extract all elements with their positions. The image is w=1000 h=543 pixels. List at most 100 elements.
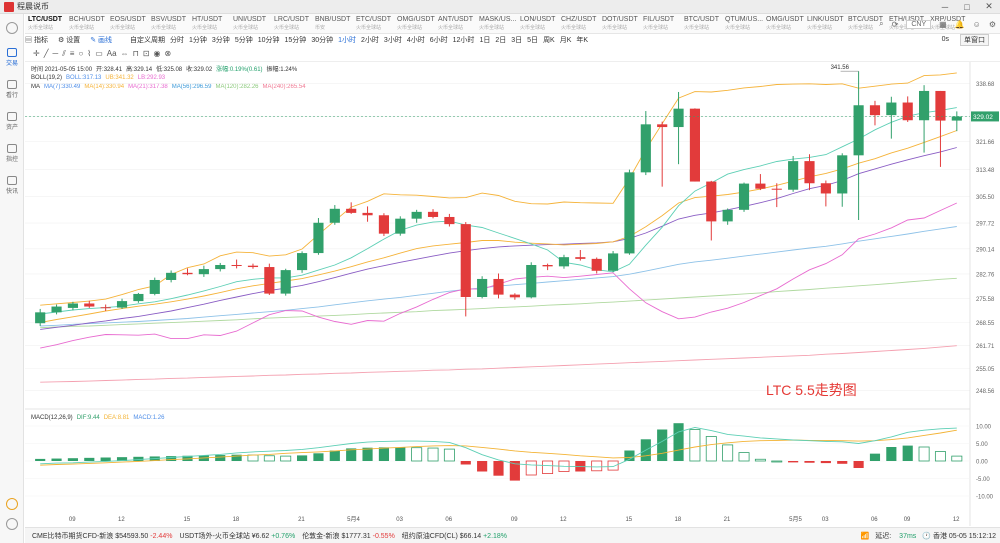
channel-icon[interactable]: ⫽ bbox=[62, 48, 66, 58]
measure-icon[interactable]: ⇔ bbox=[120, 49, 129, 58]
ma7-line bbox=[40, 107, 957, 315]
sidebar-item-news[interactable]: 快讯 bbox=[0, 176, 24, 195]
tab-12[interactable]: LON/USDT 火币全球站 bbox=[520, 16, 556, 31]
interval-10[interactable]: 4小时 bbox=[406, 36, 425, 44]
gear-icon[interactable]: ⚙ bbox=[988, 19, 996, 29]
candle-8 bbox=[166, 272, 177, 280]
sidebar-item-control[interactable]: 指控 bbox=[0, 144, 24, 163]
indicator-button[interactable]: ▤ 指标 bbox=[25, 36, 48, 44]
fib-icon[interactable]: ≡ bbox=[69, 49, 75, 58]
interval-19[interactable]: 年K bbox=[576, 36, 589, 44]
sidebar-item-assets[interactable]: 资产 bbox=[0, 112, 24, 131]
macd-legend: MACD(12,26,9) DIF:9.44 DEA:8.81 MACD:1.26 bbox=[31, 415, 165, 421]
refresh-icon[interactable]: ⟳ bbox=[891, 19, 899, 29]
interval-14[interactable]: 2日 bbox=[495, 36, 507, 44]
user-icon[interactable]: ☺ bbox=[972, 19, 981, 29]
sidebar-item-trade[interactable]: 交易 bbox=[0, 48, 24, 67]
interval-9[interactable]: 3小时 bbox=[383, 36, 402, 44]
tab-13[interactable]: CHZ/USDT 火币全球站 bbox=[561, 16, 597, 31]
tab-16[interactable]: BTC/USDT 火币全球站 bbox=[684, 16, 719, 31]
bell-icon[interactable]: 🔔 bbox=[954, 19, 965, 29]
circle-icon[interactable]: ○ bbox=[78, 49, 84, 58]
grid-icon[interactable]: ▦ bbox=[939, 19, 947, 29]
interval-12[interactable]: 12小时 bbox=[452, 36, 475, 44]
maximize-icon[interactable]: □ bbox=[964, 1, 970, 12]
tab-1[interactable]: BCH/USDT 火币全球站 bbox=[69, 16, 105, 31]
interval-0[interactable]: 分时 bbox=[170, 36, 184, 44]
macd-bar-3 bbox=[84, 457, 95, 461]
interval-4[interactable]: 10分钟 bbox=[257, 36, 280, 44]
interval-6[interactable]: 30分钟 bbox=[311, 36, 334, 44]
tab-10[interactable]: ANT/USDT 火币全球站 bbox=[438, 16, 473, 31]
tab-20[interactable]: BTC/USDT 火币全球站 bbox=[848, 16, 883, 31]
search-icon[interactable]: ⌕ bbox=[879, 19, 884, 28]
macd-ytick-2: 0.00 bbox=[976, 460, 988, 466]
tab-17[interactable]: QTUM/US... 火币全球站 bbox=[725, 16, 763, 31]
tab-6[interactable]: LRC/USDT 火币全球站 bbox=[274, 16, 310, 31]
macd-bar-20 bbox=[362, 447, 373, 461]
tab-18[interactable]: OMG/USDT 火币全球站 bbox=[766, 16, 804, 31]
rect-icon[interactable]: ▭ bbox=[95, 49, 103, 58]
candlestick-chart[interactable]: 338.68 329.02 321.66 313.48 305.50 297.72 290.… bbox=[25, 62, 1000, 526]
magnet-icon[interactable]: ⊓ bbox=[132, 49, 139, 58]
xtick-2: 15 bbox=[184, 517, 191, 523]
candle-31 bbox=[542, 264, 553, 267]
tab-15[interactable]: FIL/USDT 火币全球站 bbox=[643, 16, 675, 31]
currency-select[interactable]: CNY bbox=[906, 19, 932, 29]
tab-14[interactable]: DOT/USDT 火币全球站 bbox=[602, 16, 638, 31]
minimize-icon[interactable]: ─ bbox=[941, 1, 949, 12]
text-icon[interactable]: Aa bbox=[106, 49, 117, 58]
polyline-icon[interactable]: ⌇ bbox=[87, 49, 92, 58]
chart-area[interactable]: 338.68 329.02 321.66 313.48 305.50 297.72 290.… bbox=[25, 62, 1000, 531]
macd-bar-51 bbox=[869, 453, 881, 461]
trash-icon[interactable]: ⊗ bbox=[164, 49, 172, 58]
interval-13[interactable]: 1日 bbox=[479, 36, 491, 44]
tab-19[interactable]: LINK/USDT 火币全球站 bbox=[807, 16, 844, 31]
interval-2[interactable]: 3分钟 bbox=[211, 36, 230, 44]
interval-8[interactable]: 2小时 bbox=[361, 36, 379, 44]
custom-period-button[interactable]: 自定义周期 bbox=[130, 36, 165, 44]
interval-18[interactable]: 月K bbox=[559, 36, 572, 44]
tab-8[interactable]: ETC/USDT 火币全球站 bbox=[356, 16, 391, 31]
interval-7[interactable]: 1小时 bbox=[338, 36, 357, 44]
macd-bar-23 bbox=[411, 447, 423, 462]
interval-5[interactable]: 15分钟 bbox=[284, 36, 307, 44]
settings-button[interactable]: ⚙ 设置 bbox=[57, 36, 81, 44]
macd-bar-40 bbox=[689, 429, 701, 462]
candle-41 bbox=[706, 181, 717, 222]
close-icon[interactable]: ✕ bbox=[985, 1, 993, 11]
xtick-17: 12 bbox=[953, 517, 960, 523]
eye-icon[interactable]: ◉ bbox=[153, 49, 161, 58]
draw-button[interactable]: ✎ 画线 bbox=[90, 36, 112, 44]
tab-3[interactable]: BSV/USDT 火币全球站 bbox=[151, 16, 187, 31]
globe-icon[interactable] bbox=[6, 22, 18, 34]
candle-9 bbox=[182, 272, 193, 275]
trend-line-icon[interactable]: ╱ bbox=[43, 49, 49, 58]
lightbulb-icon[interactable] bbox=[6, 498, 18, 510]
interval-15[interactable]: 3日 bbox=[511, 36, 523, 44]
tab-5[interactable]: UNI/USDT 火币全球站 bbox=[233, 16, 267, 31]
tab-2[interactable]: EOS/USDT 火币全球站 bbox=[110, 16, 146, 31]
interval-1[interactable]: 1分钟 bbox=[189, 36, 207, 44]
tab-4[interactable]: HT/USDT 火币全球站 bbox=[192, 16, 223, 31]
settings-icon[interactable] bbox=[6, 518, 18, 530]
interval-11[interactable]: 6小时 bbox=[429, 36, 448, 44]
macd-bar-6 bbox=[133, 456, 144, 461]
single-window-button[interactable]: 单窗口 bbox=[960, 33, 989, 46]
macd-bar-39 bbox=[673, 423, 684, 461]
tab-11[interactable]: MASK/US... 火币全球站 bbox=[479, 16, 517, 31]
ytick-2: 321.66 bbox=[976, 140, 995, 146]
hline-icon[interactable]: ─ bbox=[52, 49, 59, 58]
interval-3[interactable]: 5分钟 bbox=[234, 36, 253, 44]
lock-icon[interactable]: ⊡ bbox=[142, 49, 150, 58]
interval-17[interactable]: 周K bbox=[543, 36, 555, 44]
crosshair-icon[interactable]: ✛ bbox=[33, 49, 40, 58]
tab-0[interactable]: LTC/USDT 火币全球站 bbox=[28, 16, 63, 31]
sidebar-item-market[interactable]: 看行 bbox=[0, 80, 24, 99]
tab-22[interactable]: XRP/USDT 火币全球站 bbox=[930, 16, 966, 31]
candle-20 bbox=[362, 212, 373, 216]
tab-7[interactable]: BNB/USDT 币安 bbox=[315, 16, 351, 31]
tab-9[interactable]: OMG/USDT 火币全球站 bbox=[397, 16, 435, 31]
ticker-gold: 伦敦金-新浪 $1777.31 -0.55% bbox=[302, 532, 395, 540]
interval-16[interactable]: 5日 bbox=[527, 36, 539, 44]
